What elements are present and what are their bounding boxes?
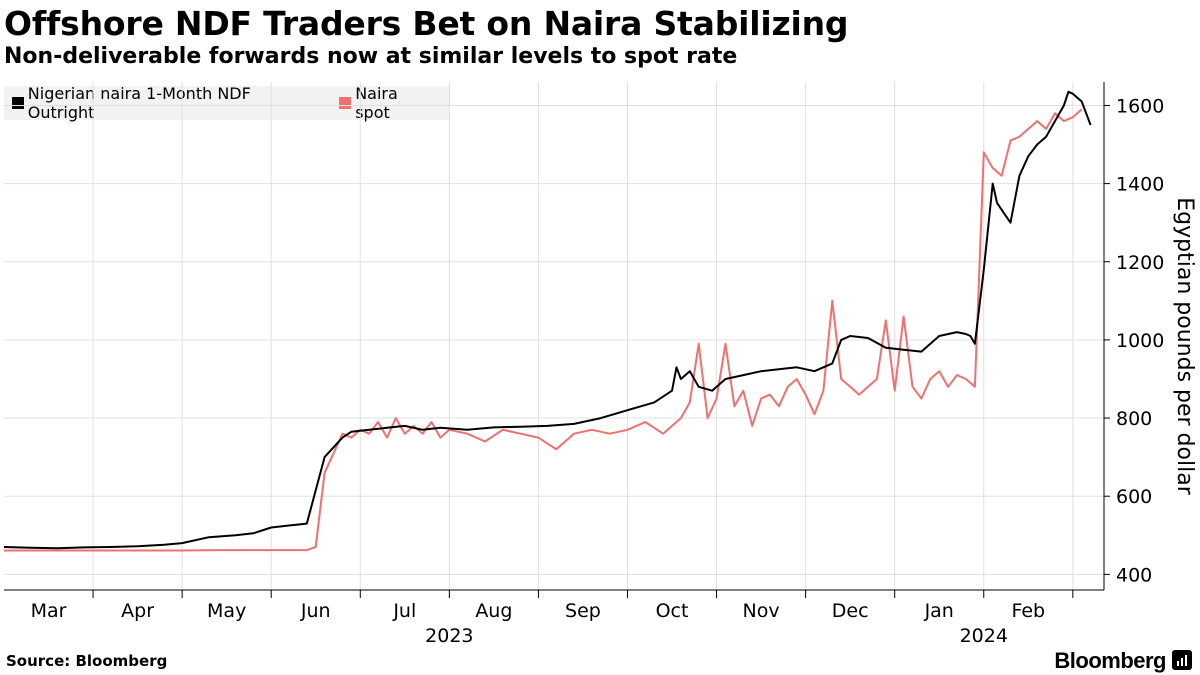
x-tick-label: Apr — [121, 600, 154, 622]
y-tick-label: 1000 — [1116, 330, 1164, 352]
y-tick-label: 1600 — [1116, 95, 1164, 117]
label-layer: 400 600 800 1000 1200 1400 1600 Mar Apr May Jun Jul… — [31, 95, 1197, 647]
legend-label-ndf: Nigerian naira 1-Month NDF Outright — [27, 84, 251, 122]
bloomberg-terminal-icon — [1172, 650, 1192, 670]
y-tick-label: 1200 — [1116, 252, 1164, 274]
year-label: 2023 — [425, 625, 473, 647]
series-line-ndf — [3, 90, 1092, 550]
x-tick-label: Oct — [656, 600, 689, 622]
x-tick-label: May — [207, 600, 246, 622]
y-tick-label: 400 — [1116, 564, 1152, 586]
x-tick-label: Jun — [300, 600, 331, 622]
chart-title: Offshore NDF Traders Bet on Naira Stabil… — [4, 4, 849, 43]
series-line-spot — [4, 108, 1083, 552]
x-tick-label: Jan — [924, 600, 954, 622]
legend-swatch-spot — [339, 97, 352, 109]
x-tick-label: Aug — [475, 600, 512, 622]
legend-label-spot: Naira spot — [355, 84, 398, 122]
y-tick-label: 800 — [1116, 408, 1152, 430]
y-tick-label: 600 — [1116, 486, 1152, 508]
axis-layer — [4, 82, 1110, 598]
x-tick-label: Jul — [392, 600, 416, 622]
series-layer — [3, 90, 1092, 552]
source-note: Source: Bloomberg — [6, 652, 168, 670]
grid-layer — [4, 82, 1104, 590]
y-axis-title: Egyptian pounds per dollar — [1172, 197, 1197, 495]
x-tick-label: Sep — [565, 600, 601, 622]
legend-item-spot: Naira spot — [339, 84, 436, 122]
brand-logo-text: Bloomberg — [1054, 648, 1166, 673]
x-tick-label: Nov — [743, 600, 780, 622]
x-tick-label: Mar — [31, 600, 67, 622]
x-tick-label: Dec — [832, 600, 869, 622]
chart-subtitle: Non-deliverable forwards now at similar … — [4, 44, 738, 69]
year-label: 2024 — [960, 625, 1008, 647]
legend-swatch-ndf — [12, 97, 24, 109]
legend-item-ndf: Nigerian naira 1-Month NDF Outright — [12, 84, 317, 122]
legend: Nigerian naira 1-Month NDF Outright Nair… — [4, 84, 450, 122]
y-tick-label: 1400 — [1116, 174, 1164, 196]
x-tick-label: Feb — [1011, 600, 1045, 622]
